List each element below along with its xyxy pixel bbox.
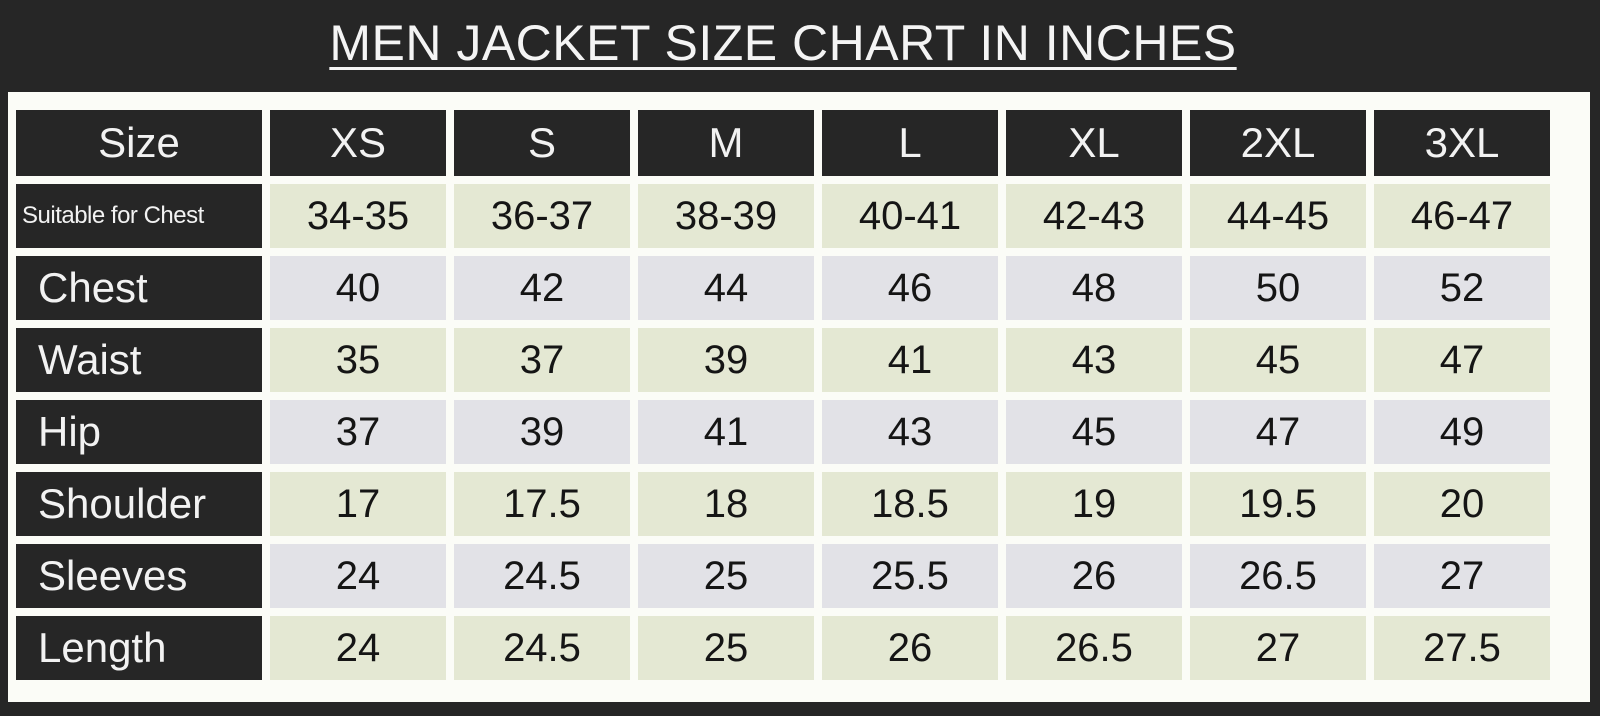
cell-length-xs: 24 bbox=[270, 616, 446, 680]
cell-hip-xl: 45 bbox=[1006, 400, 1182, 464]
cell-sleeves-s: 24.5 bbox=[454, 544, 630, 608]
column-header-2xl: 2XL bbox=[1190, 110, 1366, 176]
cell-length-3xl: 27.5 bbox=[1374, 616, 1550, 680]
cell-hip-2xl: 47 bbox=[1190, 400, 1366, 464]
cell-chest-2xl: 50 bbox=[1190, 256, 1366, 320]
column-header-m: M bbox=[638, 110, 814, 176]
column-header-l: L bbox=[822, 110, 998, 176]
cell-chest-xs: 40 bbox=[270, 256, 446, 320]
cell-suitable-for-chest-xl: 42-43 bbox=[1006, 184, 1182, 248]
cell-length-xl: 26.5 bbox=[1006, 616, 1182, 680]
cell-length-s: 24.5 bbox=[454, 616, 630, 680]
cell-length-l: 26 bbox=[822, 616, 998, 680]
size-table: Size XS S M L XL 2XL 3XL Suitable for Chest 34-35… bbox=[16, 110, 1550, 680]
cell-waist-2xl: 45 bbox=[1190, 328, 1366, 392]
row-label-length: Length bbox=[16, 616, 262, 680]
cell-shoulder-2xl: 19.5 bbox=[1190, 472, 1366, 536]
cell-shoulder-3xl: 20 bbox=[1374, 472, 1550, 536]
cell-sleeves-m: 25 bbox=[638, 544, 814, 608]
header-size: Size bbox=[16, 110, 262, 176]
row-label-chest: Chest bbox=[16, 256, 262, 320]
cell-hip-l: 43 bbox=[822, 400, 998, 464]
cell-waist-3xl: 47 bbox=[1374, 328, 1550, 392]
cell-suitable-for-chest-3xl: 46-47 bbox=[1374, 184, 1550, 248]
cell-shoulder-xl: 19 bbox=[1006, 472, 1182, 536]
row-label-hip: Hip bbox=[16, 400, 262, 464]
column-header-s: S bbox=[454, 110, 630, 176]
cell-shoulder-xs: 17 bbox=[270, 472, 446, 536]
row-label-suitable-for-chest: Suitable for Chest bbox=[16, 184, 262, 248]
column-header-xs: XS bbox=[270, 110, 446, 176]
cell-length-m: 25 bbox=[638, 616, 814, 680]
column-header-xl: XL bbox=[1006, 110, 1182, 176]
cell-waist-xs: 35 bbox=[270, 328, 446, 392]
column-header-3xl: 3XL bbox=[1374, 110, 1550, 176]
cell-sleeves-xs: 24 bbox=[270, 544, 446, 608]
cell-hip-xs: 37 bbox=[270, 400, 446, 464]
cell-shoulder-l: 18.5 bbox=[822, 472, 998, 536]
cell-waist-m: 39 bbox=[638, 328, 814, 392]
cell-hip-3xl: 49 bbox=[1374, 400, 1550, 464]
cell-suitable-for-chest-m: 38-39 bbox=[638, 184, 814, 248]
cell-sleeves-l: 25.5 bbox=[822, 544, 998, 608]
page-title: MEN JACKET SIZE CHART IN INCHES bbox=[0, 14, 1566, 72]
row-label-waist: Waist bbox=[16, 328, 262, 392]
cell-waist-xl: 43 bbox=[1006, 328, 1182, 392]
cell-waist-l: 41 bbox=[822, 328, 998, 392]
cell-chest-s: 42 bbox=[454, 256, 630, 320]
cell-suitable-for-chest-xs: 34-35 bbox=[270, 184, 446, 248]
cell-waist-s: 37 bbox=[454, 328, 630, 392]
row-label-sleeves: Sleeves bbox=[16, 544, 262, 608]
cell-hip-s: 39 bbox=[454, 400, 630, 464]
cell-sleeves-xl: 26 bbox=[1006, 544, 1182, 608]
cell-chest-l: 46 bbox=[822, 256, 998, 320]
cell-suitable-for-chest-2xl: 44-45 bbox=[1190, 184, 1366, 248]
cell-hip-m: 41 bbox=[638, 400, 814, 464]
title-text: MEN JACKET SIZE CHART IN INCHES bbox=[329, 15, 1237, 71]
row-label-shoulder: Shoulder bbox=[16, 472, 262, 536]
cell-sleeves-3xl: 27 bbox=[1374, 544, 1550, 608]
cell-length-2xl: 27 bbox=[1190, 616, 1366, 680]
size-chart-panel: Size XS S M L XL 2XL 3XL Suitable for Chest 34-35… bbox=[8, 92, 1590, 702]
cell-chest-m: 44 bbox=[638, 256, 814, 320]
cell-shoulder-m: 18 bbox=[638, 472, 814, 536]
cell-chest-3xl: 52 bbox=[1374, 256, 1550, 320]
cell-sleeves-2xl: 26.5 bbox=[1190, 544, 1366, 608]
cell-chest-xl: 48 bbox=[1006, 256, 1182, 320]
cell-suitable-for-chest-l: 40-41 bbox=[822, 184, 998, 248]
cell-suitable-for-chest-s: 36-37 bbox=[454, 184, 630, 248]
cell-shoulder-s: 17.5 bbox=[454, 472, 630, 536]
